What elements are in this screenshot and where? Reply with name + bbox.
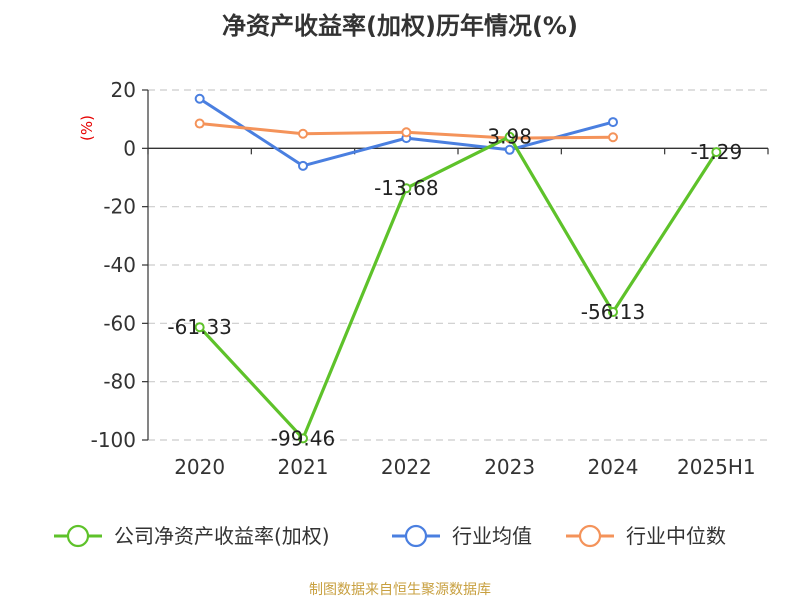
data-point [298,160,308,171]
data-point [298,128,308,139]
data-point [194,118,205,129]
data-label: -1.29 [690,140,742,164]
x-tick-label: 2023 [484,455,535,479]
data-label: -13.68 [374,176,438,200]
y-tick-label: -80 [103,370,136,394]
legend-swatch-marker [404,524,428,548]
legend-label: 行业中位数 [626,524,726,548]
series-line-0 [198,135,718,441]
data-point [504,144,515,155]
y-tick-label: 20 [111,78,136,102]
data-point [401,127,412,138]
y-tick-label: 0 [123,136,136,160]
y-tick-labels: 20 0 -20 -40 -60 -80 -100 [91,78,136,452]
data-point [298,433,308,444]
data-label: -61.33 [167,315,231,339]
series-lines [194,93,722,444]
legend: 公司净资产收益率(加权) 行业均值 行业中位数 [54,524,726,548]
data-label: -99.46 [271,426,335,450]
x-tick-label: 2025H1 [677,455,756,479]
legend-label: 行业均值 [452,524,532,548]
x-tick-labels: 2020 2021 2022 2023 2024 2025H1 [174,455,755,479]
data-label: 3.98 [487,125,532,149]
data-point [504,131,515,142]
grid-lines [148,89,768,441]
data-label: -56.13 [581,300,645,324]
y-tick-label: -40 [103,253,136,277]
y-tick-label: -20 [103,195,136,219]
x-tick-label: 2021 [278,455,329,479]
legend-swatch-marker [66,524,90,548]
legend-swatch-marker [578,524,602,548]
y-tick-label: -60 [103,311,136,335]
x-tick-label: 2022 [381,455,432,479]
data-point [711,147,722,158]
data-point [194,322,205,333]
y-tick-label: -100 [91,428,136,452]
data-point [194,93,205,104]
chart-title: 净资产收益率(加权)历年情况(%) [222,12,578,40]
data-point [401,183,412,194]
x-tick-label: 2024 [588,455,639,479]
source-note: 制图数据来自恒生聚源数据库 [309,582,491,598]
data-point [608,307,618,318]
data-labels: -61.33 -99.46 -13.68 3.98 -56.13 -1.29 [167,125,742,451]
legend-label: 公司净资产收益率(加权) [114,524,330,548]
data-point [608,132,618,143]
y-axis-unit: (%) [78,115,96,141]
x-tick-label: 2020 [174,455,225,479]
data-point [608,117,618,128]
